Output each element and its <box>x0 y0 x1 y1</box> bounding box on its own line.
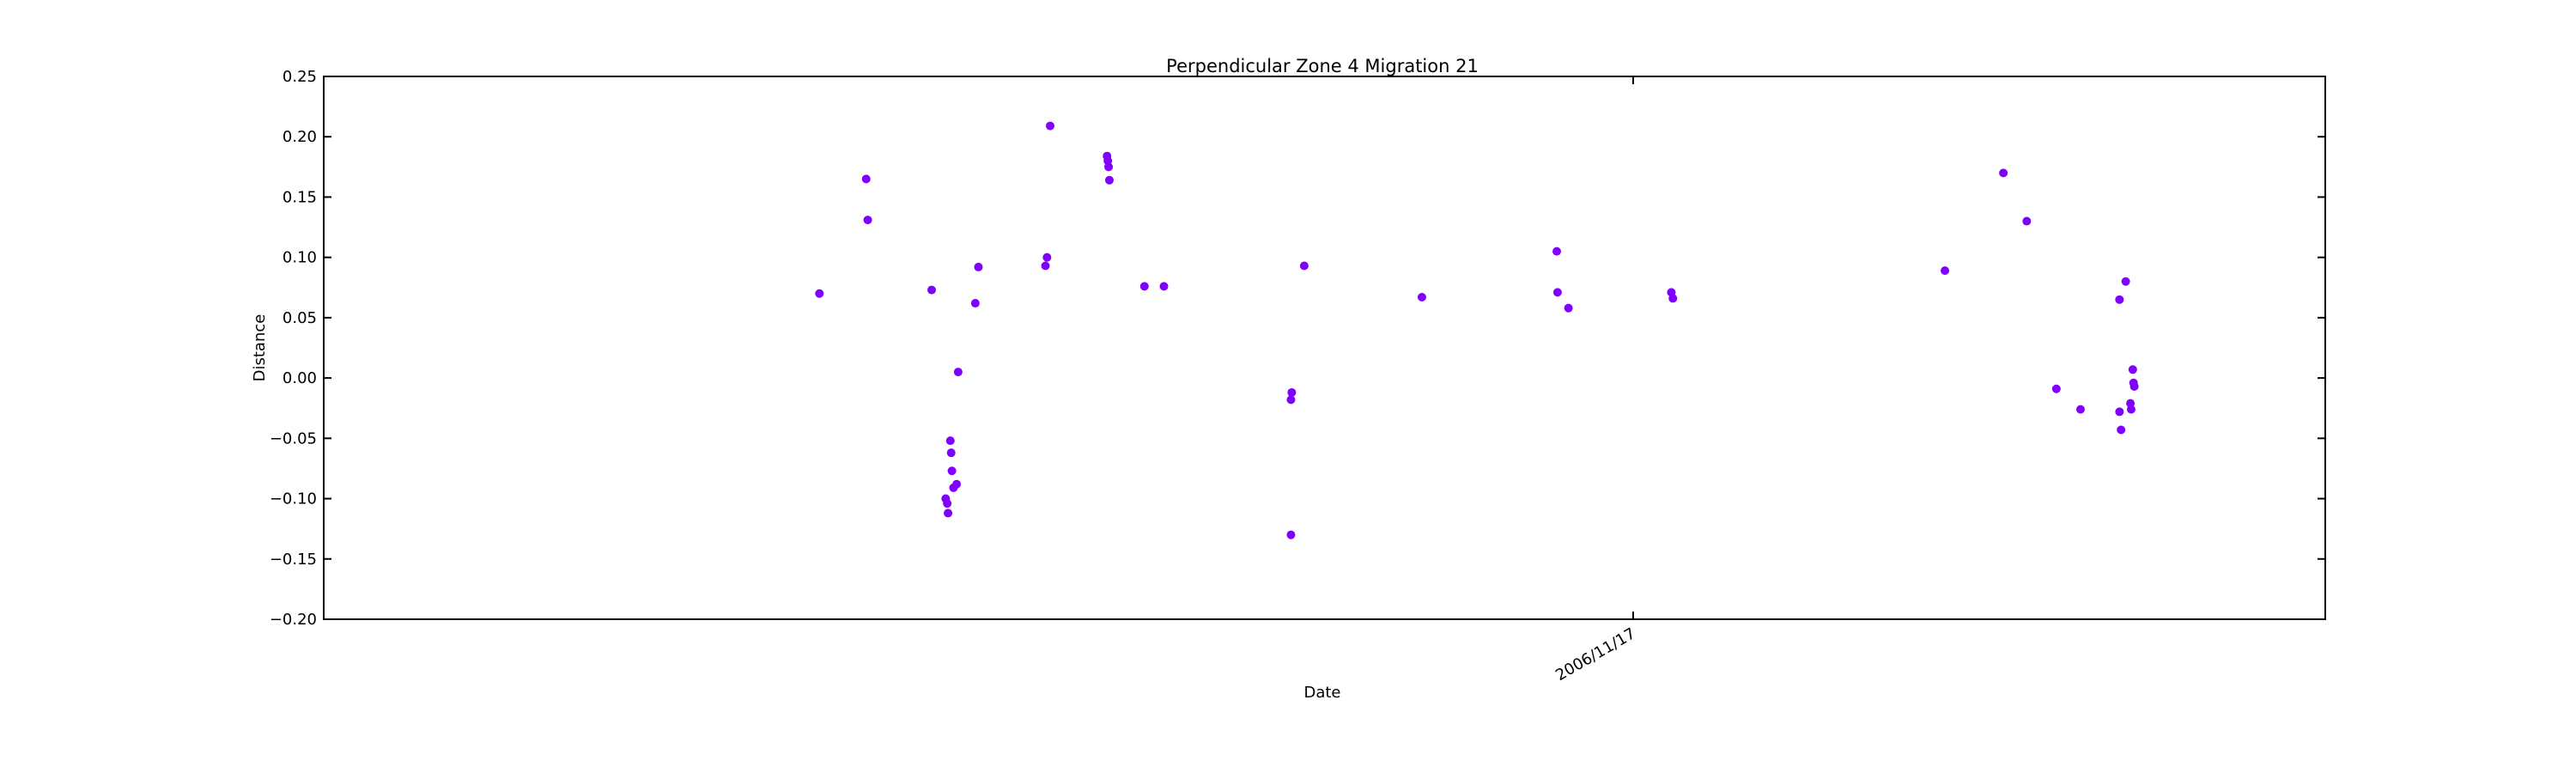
data-point <box>944 508 953 518</box>
data-point <box>2128 365 2137 374</box>
chart-title: Perpendicular Zone 4 Migration 21 <box>1166 56 1479 76</box>
y-axis: −0.20 −0.15 −0.10 −0.05 0.00 0.05 0.10 0.15 0.20… <box>270 68 2325 629</box>
y-tick-label: 0.25 <box>283 68 317 86</box>
data-point <box>974 262 983 271</box>
data-point <box>2121 277 2130 286</box>
y-tick-label: −0.20 <box>270 611 317 629</box>
data-point <box>946 448 956 458</box>
data-point <box>2117 425 2126 435</box>
data-point <box>943 499 952 508</box>
data-point <box>2051 384 2061 393</box>
y-tick-label: −0.05 <box>270 429 317 447</box>
x-tick-label: 2006/11/17 <box>1552 624 1638 685</box>
data-point <box>1042 253 1052 262</box>
data-point <box>1286 395 1296 405</box>
data-point <box>1139 282 1149 291</box>
data-point <box>1552 247 1561 256</box>
data-point <box>953 368 963 377</box>
data-point <box>1417 293 1426 302</box>
data-point <box>1299 261 1309 271</box>
data-point <box>1552 288 1562 297</box>
y-tick-label: 0.00 <box>283 369 317 387</box>
data-point <box>2115 295 2124 304</box>
data-point <box>1159 282 1169 291</box>
y-tick-label: 0.05 <box>283 309 317 327</box>
data-points <box>815 121 2139 539</box>
data-point <box>2126 405 2136 414</box>
plot-frame <box>323 76 2326 620</box>
data-point <box>1045 121 1054 131</box>
y-tick-label: 0.20 <box>283 128 317 146</box>
data-point <box>2115 407 2124 417</box>
x-axis: 2006/11/17 <box>1552 76 1638 685</box>
data-point <box>1668 294 1678 303</box>
data-point <box>1287 387 1297 397</box>
y-tick-label: −0.15 <box>270 551 317 569</box>
data-point <box>861 174 871 184</box>
data-point <box>970 299 980 308</box>
y-tick-label: 0.15 <box>283 188 317 206</box>
data-point <box>1104 162 1114 172</box>
data-point <box>2075 405 2085 414</box>
data-point <box>1564 303 1573 313</box>
y-tick-label: −0.10 <box>270 490 317 508</box>
data-point <box>1999 168 2008 178</box>
data-point <box>2022 216 2032 226</box>
data-point <box>1286 530 1296 539</box>
x-axis-label: Date <box>1303 684 1340 702</box>
data-point <box>815 289 824 298</box>
y-axis-label: Distance <box>251 314 269 382</box>
data-point <box>952 479 962 489</box>
data-point <box>927 285 937 295</box>
data-point <box>1041 261 1050 271</box>
data-point <box>947 466 957 476</box>
data-point <box>1941 266 1950 276</box>
data-point <box>863 216 872 225</box>
y-tick-label: 0.10 <box>283 249 317 267</box>
data-point <box>1104 175 1114 185</box>
data-point <box>945 436 955 446</box>
data-point <box>2129 381 2139 391</box>
